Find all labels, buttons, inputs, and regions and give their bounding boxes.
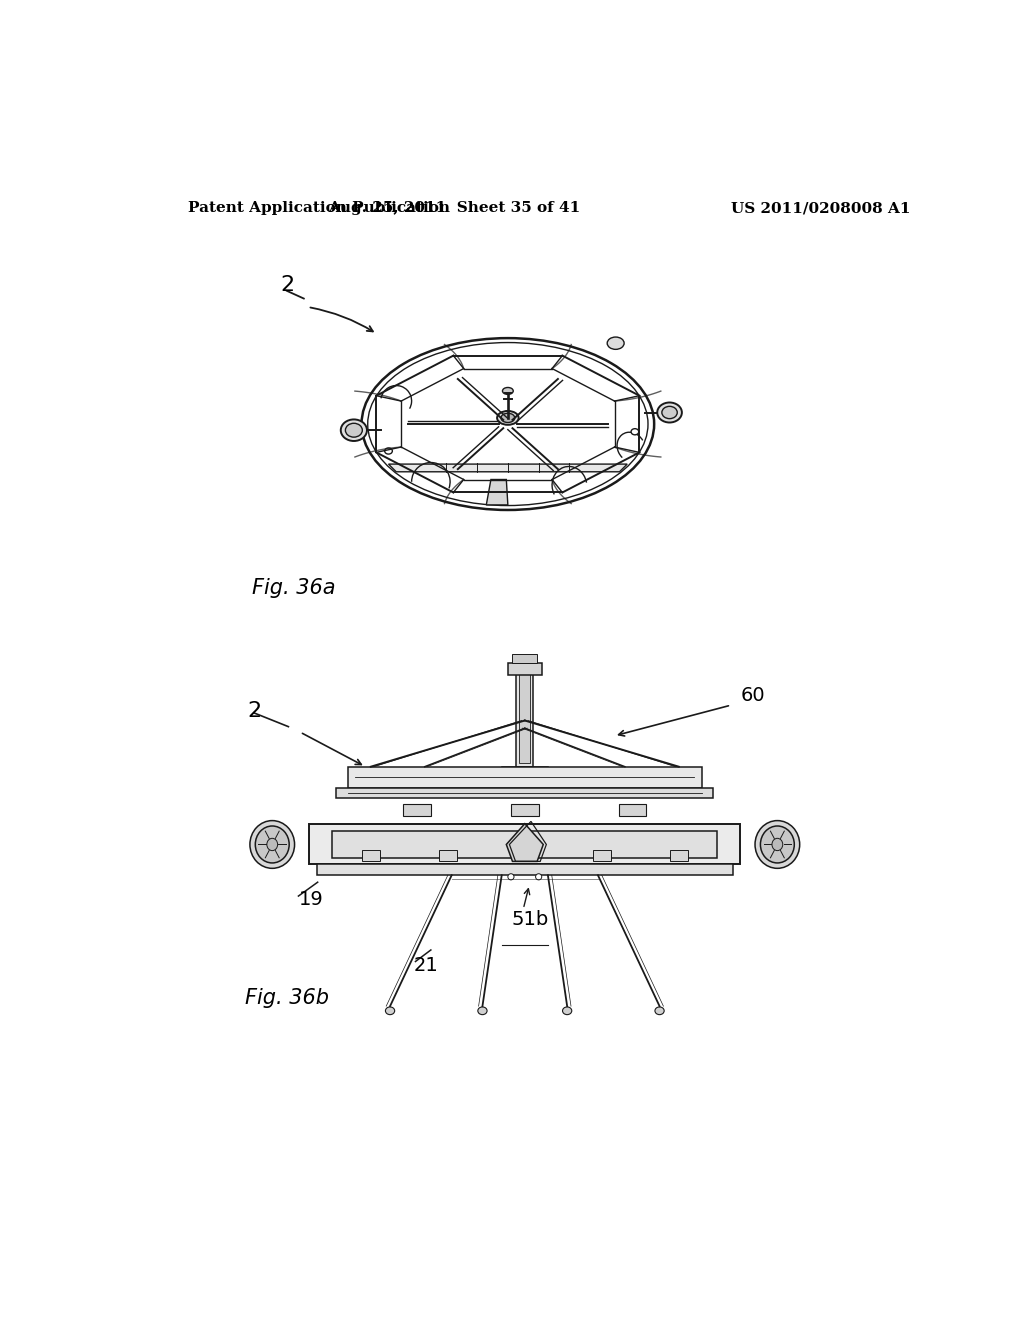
Bar bbox=[515, 850, 535, 861]
Ellipse shape bbox=[267, 838, 278, 850]
Ellipse shape bbox=[761, 826, 795, 863]
Polygon shape bbox=[388, 465, 628, 471]
Ellipse shape bbox=[341, 420, 367, 441]
Bar bbox=[593, 850, 611, 861]
Ellipse shape bbox=[385, 447, 392, 454]
Ellipse shape bbox=[497, 411, 518, 425]
Ellipse shape bbox=[755, 821, 800, 869]
Ellipse shape bbox=[345, 424, 362, 437]
Ellipse shape bbox=[534, 770, 539, 774]
Bar bbox=[516, 663, 534, 767]
Text: 51b: 51b bbox=[512, 909, 549, 929]
Bar bbox=[508, 663, 542, 675]
Bar bbox=[511, 804, 539, 816]
Ellipse shape bbox=[508, 874, 514, 880]
Ellipse shape bbox=[522, 770, 527, 774]
Ellipse shape bbox=[478, 1007, 487, 1015]
Ellipse shape bbox=[662, 407, 677, 418]
Polygon shape bbox=[486, 479, 508, 506]
Bar bbox=[512, 653, 538, 663]
Text: 60: 60 bbox=[740, 686, 765, 705]
Bar bbox=[618, 804, 646, 816]
Ellipse shape bbox=[501, 413, 515, 422]
Bar bbox=[336, 788, 714, 797]
Bar bbox=[309, 825, 740, 865]
Bar bbox=[361, 850, 380, 861]
Bar bbox=[438, 850, 457, 861]
Ellipse shape bbox=[657, 403, 682, 422]
Ellipse shape bbox=[385, 1007, 394, 1015]
Text: 2: 2 bbox=[281, 276, 295, 296]
Bar bbox=[670, 850, 688, 861]
Ellipse shape bbox=[503, 388, 513, 395]
Bar bbox=[316, 865, 733, 875]
Ellipse shape bbox=[250, 821, 295, 869]
Polygon shape bbox=[506, 824, 544, 862]
Text: Fig. 36b: Fig. 36b bbox=[245, 987, 329, 1007]
Ellipse shape bbox=[255, 826, 289, 863]
Ellipse shape bbox=[631, 429, 639, 434]
Bar bbox=[348, 767, 701, 788]
Text: Aug. 25, 2011  Sheet 35 of 41: Aug. 25, 2011 Sheet 35 of 41 bbox=[328, 202, 580, 215]
Text: 2: 2 bbox=[248, 701, 262, 721]
Bar bbox=[333, 832, 717, 858]
Text: Patent Application Publication: Patent Application Publication bbox=[188, 202, 451, 215]
Bar bbox=[502, 767, 548, 776]
Text: 21: 21 bbox=[414, 956, 438, 975]
Ellipse shape bbox=[772, 838, 782, 850]
Ellipse shape bbox=[655, 1007, 665, 1015]
Bar bbox=[519, 667, 530, 763]
Text: Fig. 36a: Fig. 36a bbox=[252, 578, 336, 598]
Text: US 2011/0208008 A1: US 2011/0208008 A1 bbox=[731, 202, 910, 215]
Ellipse shape bbox=[607, 337, 625, 350]
Ellipse shape bbox=[511, 770, 516, 774]
Ellipse shape bbox=[562, 1007, 571, 1015]
Bar bbox=[403, 804, 431, 816]
Ellipse shape bbox=[536, 874, 542, 880]
Text: 19: 19 bbox=[298, 890, 324, 908]
